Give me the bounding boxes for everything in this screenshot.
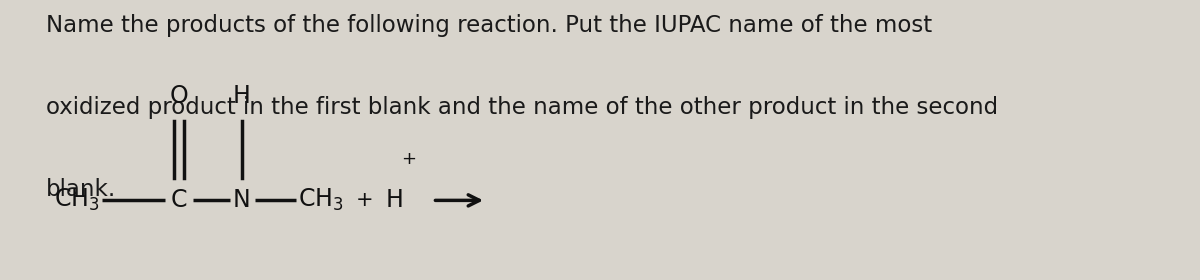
Text: +: + — [355, 190, 373, 210]
Text: C: C — [170, 188, 187, 212]
Text: blank.: blank. — [46, 178, 116, 201]
Text: O: O — [169, 84, 188, 108]
Text: Name the products of the following reaction. Put the IUPAC name of the most: Name the products of the following react… — [46, 14, 932, 37]
Text: +: + — [401, 150, 416, 168]
Text: N: N — [233, 188, 251, 212]
Text: H: H — [233, 84, 251, 108]
Text: CH$_3$: CH$_3$ — [54, 187, 100, 213]
Text: H: H — [386, 188, 404, 212]
Text: CH$_3$: CH$_3$ — [299, 187, 344, 213]
Text: oxidized product in the first blank and the name of the other product in the sec: oxidized product in the first blank and … — [46, 96, 998, 119]
